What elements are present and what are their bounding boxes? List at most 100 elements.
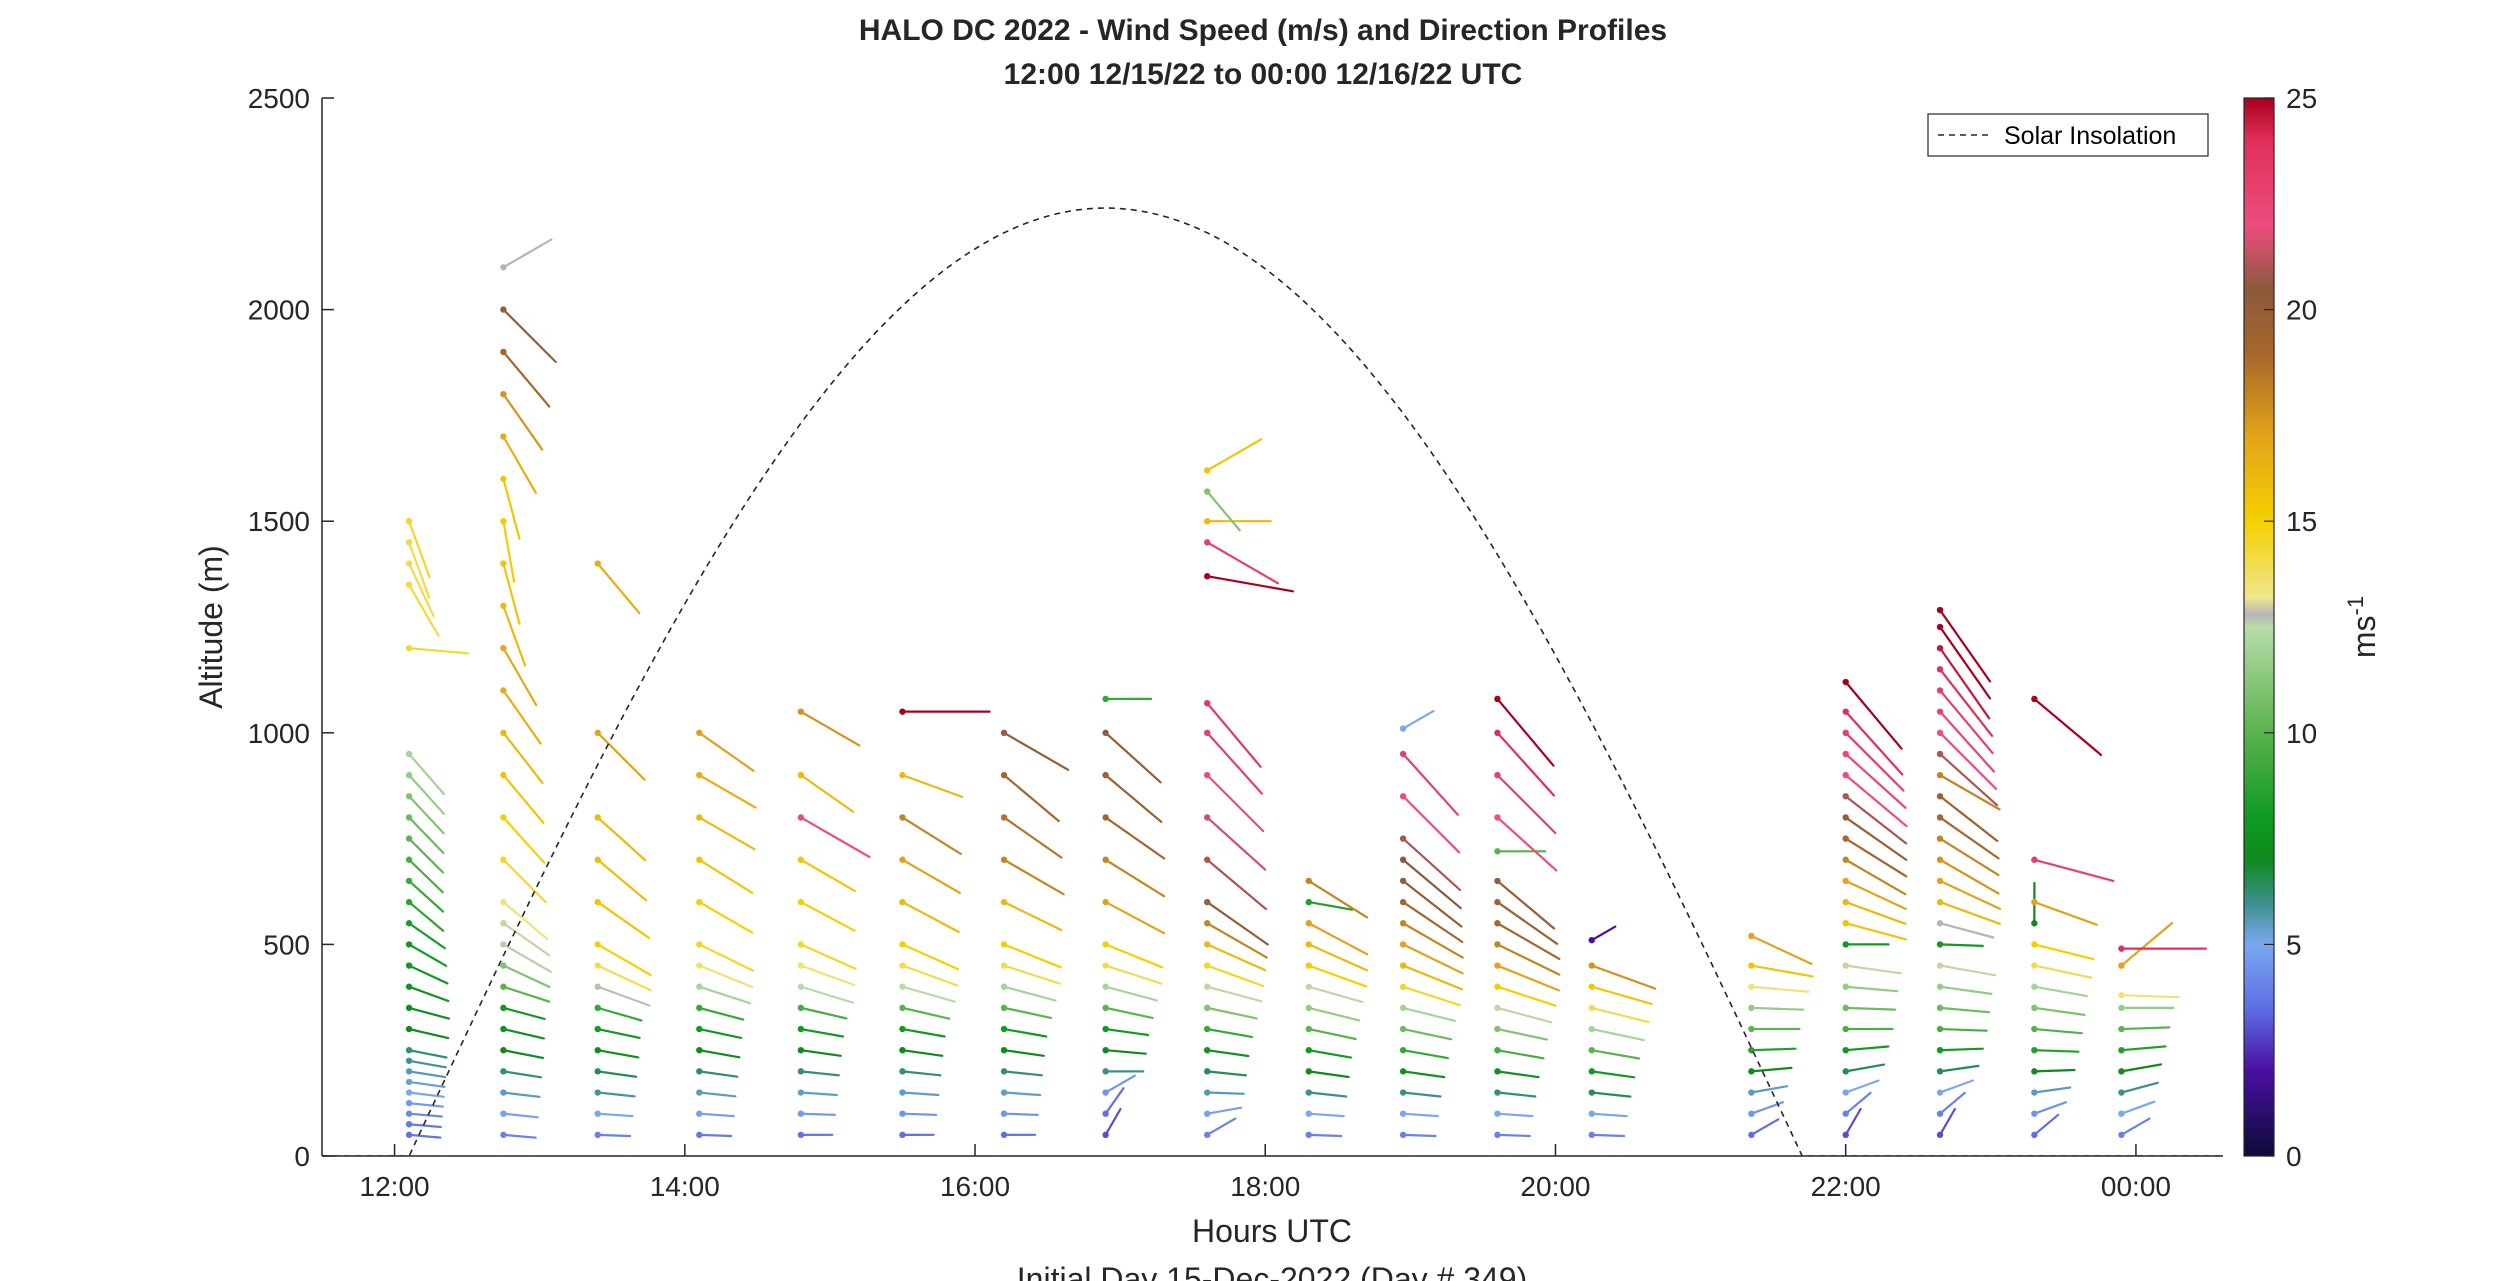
wind-barb-point (1936, 1110, 1944, 1117)
wind-barb-point (1399, 725, 1407, 732)
wind-barb-stem (502, 1112, 539, 1119)
wind-barb-point (500, 602, 507, 610)
wind-barb-stem (901, 858, 961, 895)
wind-barb-point (1494, 1110, 1501, 1117)
wind-barb-stem (1496, 943, 1561, 976)
wind-barb-point (1748, 983, 1755, 990)
wind-barb-point (797, 941, 805, 948)
wind-barb-stem (407, 922, 446, 950)
wind-barb-point (899, 771, 906, 779)
wind-barb-stem (1206, 1049, 1250, 1058)
wind-barb-point (696, 962, 703, 969)
wind-barb-stem (2120, 921, 2174, 967)
wind-barb-stem (1206, 985, 1263, 1003)
wind-barb-stem (407, 1101, 444, 1108)
wind-barb-point (2031, 1131, 2038, 1139)
wind-barb-point (405, 920, 413, 927)
wind-barb-stem (2033, 1113, 2060, 1136)
wind-barb-stem (1002, 731, 1070, 771)
wind-barb-point (1936, 877, 1944, 885)
wind-barb-point (1936, 708, 1944, 715)
wind-barb-point (500, 941, 507, 948)
x-tick-label: 22:00 (1811, 1171, 1881, 1202)
wind-barb-stem (1402, 837, 1462, 892)
wind-barb-stem (2120, 1100, 2156, 1115)
wind-barb-point (1399, 835, 1407, 842)
wind-barb-point (797, 1047, 805, 1054)
wind-barb-stem (1496, 900, 1559, 945)
wind-barb-stem (596, 900, 650, 939)
wind-barb-point (1102, 1131, 1109, 1139)
wind-barb-point (2031, 1110, 2038, 1117)
wind-barb-stem (1938, 608, 1992, 683)
wind-barb-point (696, 898, 703, 906)
wind-barb-stem (1750, 985, 1810, 993)
wind-barb-stem (1750, 934, 1813, 966)
wind-barb-point (1588, 936, 1595, 944)
wind-barb-stem (407, 858, 444, 894)
wind-barb-stem (799, 985, 855, 1004)
wind-barb-point (1842, 708, 1849, 715)
wind-barb-stem (1590, 925, 1617, 942)
wind-barb-point (1936, 814, 1944, 821)
colorbar-ticks: 0 5 10 15 20 25 (2264, 83, 2317, 1172)
wind-barb-stem (1750, 1066, 1793, 1073)
wind-barb-stem (1938, 1064, 1980, 1073)
wind-barb-stem (799, 1027, 845, 1038)
wind-barb-point (1842, 814, 1849, 821)
wind-barb-point (1842, 771, 1849, 779)
wind-barb-point (1494, 771, 1501, 779)
wind-barb-stem (407, 900, 445, 932)
wind-barb-stem (407, 1070, 447, 1079)
wind-barb-stem (1002, 943, 1062, 969)
wind-barb-point (2118, 1110, 2125, 1117)
wind-barb-stem (407, 1006, 450, 1020)
wind-barb-point (1588, 1110, 1595, 1117)
wind-barb-stem (799, 774, 855, 813)
wind-barb-stem (1938, 752, 1999, 807)
wind-barb-stem (407, 964, 449, 985)
wind-barb-stem (407, 985, 450, 1003)
wind-barb-stem (407, 1080, 446, 1089)
wind-barb-point (500, 1068, 507, 1075)
wind-barb-stem (698, 1070, 739, 1078)
wind-barb-stem (1590, 1049, 1641, 1060)
wind-barb-stem (407, 774, 445, 815)
wind-barb-point (1203, 1004, 1211, 1012)
wind-barb-stem (1750, 1006, 1805, 1011)
wind-barb-stem (1002, 1027, 1048, 1038)
wind-barb-stem (698, 858, 754, 894)
colorbar-tick-label: 10 (2286, 718, 2317, 749)
wind-barb-point (1305, 1025, 1312, 1033)
wind-barb-stem (1938, 1027, 1988, 1032)
wind-barb-point (1494, 877, 1501, 885)
wind-barb-stem (901, 774, 964, 799)
wind-barb-stem (1750, 1085, 1789, 1094)
wind-barb-point (1936, 920, 1944, 927)
wind-barb-point (405, 898, 413, 906)
wind-barb-point (1000, 1025, 1008, 1033)
wind-barb-point (1305, 962, 1312, 969)
wind-barb-point (500, 433, 507, 440)
wind-barb-point (1588, 1131, 1595, 1139)
wind-barb-stem (1307, 943, 1369, 972)
wind-barb-stem (2033, 943, 2095, 961)
wind-barb-point (500, 475, 507, 483)
wind-barb-stem (407, 1049, 448, 1059)
wind-barb-point (1748, 1110, 1755, 1117)
wind-barb-stem (1496, 879, 1556, 930)
wind-barb-point (2118, 962, 2125, 969)
wind-barb-point (1305, 1047, 1312, 1054)
wind-barb-stem (596, 1006, 643, 1022)
wind-barb-point (1399, 1131, 1407, 1139)
wind-barb-stem (1844, 879, 1907, 911)
wind-barb-stem (502, 1133, 537, 1139)
wind-barb-stem (596, 985, 651, 1007)
wind-barb-point (696, 856, 703, 863)
wind-barb-point (1494, 1089, 1501, 1096)
wind-barb-point (1305, 983, 1312, 990)
wind-barb-point (1494, 920, 1501, 927)
wind-barb-point (696, 1089, 703, 1096)
wind-barb-stem (1496, 964, 1560, 992)
wind-barb-point (405, 793, 413, 800)
